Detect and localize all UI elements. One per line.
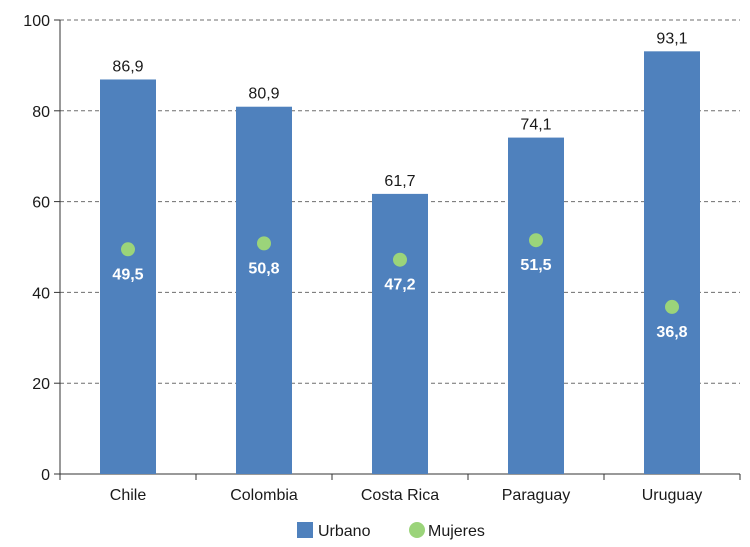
- point-marker: [665, 299, 679, 314]
- point-marker: [257, 236, 271, 251]
- point-marker: [393, 252, 407, 267]
- legend-label-urbano: Urbano: [318, 523, 371, 540]
- legend-swatch-urbano: [297, 522, 313, 538]
- point-value-label: 50,8: [248, 260, 279, 277]
- legend-label-mujeres: Mujeres: [428, 523, 485, 540]
- y-tick-label: 40: [32, 285, 50, 302]
- y-tick-label: 60: [32, 195, 50, 212]
- bar-value-label: 74,1: [520, 117, 551, 134]
- y-tick-labels: 0 20 40 60 80 100: [23, 13, 50, 484]
- point-value-label: 51,5: [520, 257, 551, 274]
- point-value-label: 36,8: [656, 324, 687, 341]
- bar: [644, 51, 700, 475]
- point-value-labels: 49,5 50,8 47,2 51,5 36,8: [112, 257, 687, 341]
- category-label: Costa Rica: [361, 487, 439, 504]
- bar: [236, 106, 292, 475]
- category-label: Chile: [110, 487, 147, 504]
- bar: [100, 79, 156, 474]
- category-label: Colombia: [230, 487, 298, 504]
- point-value-label: 49,5: [112, 266, 143, 283]
- y-tick-label: 20: [32, 376, 50, 393]
- y-tick-label: 0: [41, 467, 50, 484]
- point-marker: [529, 233, 543, 248]
- bar: [372, 193, 428, 474]
- bar-value-label: 61,7: [384, 173, 415, 190]
- bar: [508, 137, 564, 474]
- bar-value-label: 86,9: [112, 58, 143, 75]
- y-tick-label: 100: [23, 13, 50, 30]
- category-label: Uruguay: [642, 487, 702, 504]
- bar-value-label: 80,9: [248, 86, 279, 103]
- legend: Urbano Mujeres: [297, 522, 485, 540]
- point-value-label: 47,2: [384, 277, 415, 294]
- legend-swatch-mujeres: [409, 522, 425, 538]
- point-series: [121, 233, 679, 314]
- category-label: Paraguay: [502, 487, 571, 504]
- bar-series: [100, 51, 700, 475]
- x-category-labels: Chile Colombia Costa Rica Paraguay Uruguay: [110, 487, 702, 504]
- y-tick-label: 80: [32, 104, 50, 121]
- point-marker: [121, 242, 135, 257]
- bar-value-label: 93,1: [656, 30, 687, 47]
- bar-value-labels: 86,9 80,9 61,7 74,1 93,1: [112, 30, 687, 190]
